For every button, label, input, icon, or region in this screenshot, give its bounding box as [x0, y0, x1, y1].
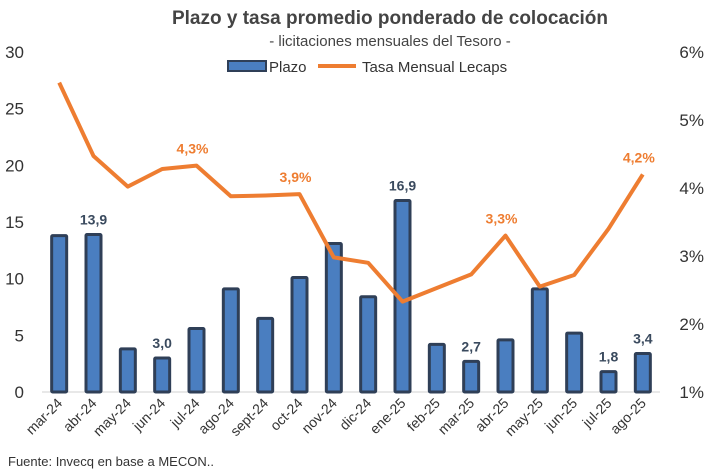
y-left-tick-label: 30 — [5, 43, 24, 62]
rate-data-labels: 4,3% 3,9% 3,3% 4,2% — [177, 141, 656, 227]
bar-plazo — [153, 356, 172, 394]
line-tasa-mensual — [57, 81, 645, 304]
rate-data-label: 3,3% — [486, 211, 518, 227]
bar-plazo — [359, 295, 378, 394]
y-right-tick-label: 5% — [679, 111, 704, 130]
bar-plazo — [324, 242, 343, 394]
bar-data-label: 2,7 — [461, 338, 481, 354]
rate-data-label: 3,9% — [280, 169, 312, 185]
bar-plazo — [633, 351, 652, 394]
bar-plazo — [221, 287, 240, 394]
bar-plazo — [50, 234, 69, 394]
bars-plazo — [50, 198, 652, 394]
bar-plazo — [393, 198, 412, 394]
x-tick-label: mar-24 — [23, 395, 66, 438]
y-axis-left: 0 5 10 15 20 25 30 — [5, 43, 24, 402]
y-left-tick-label: 20 — [5, 156, 24, 175]
rate-data-label: 4,2% — [623, 149, 655, 165]
x-tick-label: jun-24 — [129, 395, 169, 435]
legend-label-plazo: Plazo — [269, 59, 307, 76]
bar-data-labels: 13,9 3,0 16,9 2,7 1,8 3,4 — [80, 177, 653, 364]
bar-plazo — [530, 287, 549, 394]
y-right-tick-label: 4% — [679, 179, 704, 198]
bar-data-label: 3,0 — [152, 335, 172, 351]
bar-data-label: 3,4 — [633, 330, 653, 346]
x-tick-label: ago-25 — [607, 395, 649, 437]
chart-title: Plazo y tasa promedio ponderado de coloc… — [172, 8, 608, 29]
bar-plazo — [187, 327, 206, 394]
bar-plazo — [290, 276, 309, 394]
y-left-tick-label: 25 — [5, 100, 24, 119]
chart-subtitle: - licitaciones mensuales del Tesoro - — [269, 33, 511, 50]
bar-plazo — [118, 347, 137, 394]
y-left-tick-label: 0 — [15, 383, 24, 402]
bar-data-label: 16,9 — [389, 177, 416, 193]
rate-data-label: 4,3% — [177, 141, 209, 157]
bar-plazo — [599, 370, 618, 394]
x-tick-label: jun-25 — [541, 395, 581, 435]
bar-plazo — [565, 331, 584, 394]
y-left-tick-label: 5 — [15, 326, 24, 345]
x-tick-label: may-25 — [502, 395, 546, 439]
x-axis-ticks: mar-24abr-24may-24jun-24jul-24ago-24sept… — [23, 395, 649, 439]
x-tick-label: may-24 — [90, 395, 134, 439]
bar-plazo — [496, 338, 515, 394]
y-left-tick-label: 10 — [5, 270, 24, 289]
y-left-tick-label: 15 — [5, 213, 24, 232]
x-tick-label: sept-24 — [227, 395, 271, 439]
bar-plazo — [84, 232, 103, 394]
y-axis-right: 1% 2% 3% 4% 5% 6% — [679, 43, 704, 402]
x-tick-label: ene-25 — [366, 395, 408, 437]
y-right-tick-label: 2% — [679, 315, 704, 334]
bar-data-label: 13,9 — [80, 211, 107, 227]
bar-plazo — [256, 316, 275, 394]
legend-label-tasa: Tasa Mensual Lecaps — [362, 59, 507, 76]
bar-plazo — [427, 342, 446, 394]
x-tick-label: mar-25 — [435, 395, 478, 438]
bar-data-label: 1,8 — [599, 349, 619, 365]
x-tick-label: nov-24 — [298, 395, 340, 437]
y-right-tick-label: 3% — [679, 247, 704, 266]
y-right-tick-label: 6% — [679, 43, 704, 62]
bar-plazo — [462, 359, 481, 394]
y-right-tick-label: 1% — [679, 383, 704, 402]
legend-swatch-plazo — [227, 60, 267, 72]
legend: Plazo Tasa Mensual Lecaps — [227, 59, 507, 76]
source-note: Fuente: Invecq en base a MECON.. — [8, 454, 214, 469]
